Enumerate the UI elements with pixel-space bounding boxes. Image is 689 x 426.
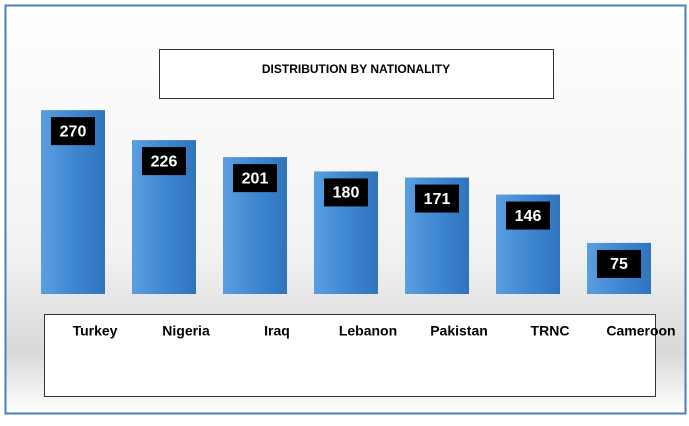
x-tick-label: Iraq — [264, 323, 290, 339]
value-label: 226 — [151, 153, 178, 170]
chart-title: DISTRIBUTION BY NATIONALITY — [262, 62, 450, 76]
value-label: 180 — [333, 185, 360, 202]
value-label-box — [415, 184, 459, 213]
value-label: 75 — [610, 256, 628, 273]
value-label: 171 — [424, 191, 451, 208]
value-label-box — [324, 178, 368, 207]
category-box — [44, 314, 656, 397]
x-tick-label: Turkey — [73, 323, 118, 339]
value-label: 146 — [515, 208, 542, 225]
value-label-box — [597, 249, 641, 278]
value-label-box — [506, 201, 550, 230]
x-tick-label: Cameroon — [606, 323, 675, 339]
value-label: 270 — [60, 123, 87, 140]
value-label: 201 — [242, 170, 269, 187]
x-tick-label: Pakistan — [430, 323, 488, 339]
value-label-box — [142, 147, 186, 176]
x-tick-label: Lebanon — [339, 323, 397, 339]
x-tick-label: Nigeria — [162, 323, 210, 339]
title-box — [159, 49, 554, 99]
x-tick-label: TRNC — [531, 323, 570, 339]
value-label-box — [233, 164, 277, 193]
value-label-box — [51, 117, 95, 146]
